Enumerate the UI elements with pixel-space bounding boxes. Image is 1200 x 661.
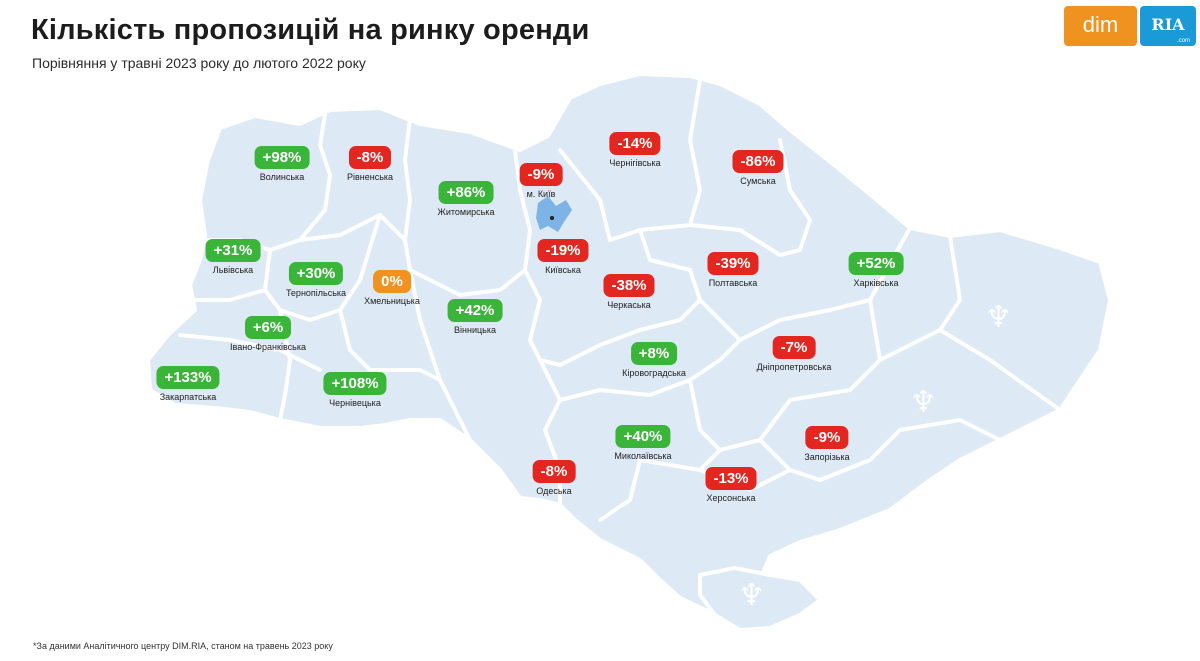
region-value-badge: +8% <box>630 342 678 365</box>
region-name: Чернігівська <box>609 158 661 168</box>
map-region-borders <box>178 78 1062 522</box>
region-lvivska[interactable]: +31% Львівська <box>205 239 261 275</box>
region-value-badge: -19% <box>537 239 589 262</box>
region-name: м. Київ <box>526 189 556 199</box>
region-value-badge: -7% <box>772 336 816 359</box>
map-crimea <box>698 566 822 632</box>
region-name: Вінницька <box>454 325 496 335</box>
region-name: Миколаївська <box>614 451 672 461</box>
ria-logo-domain: .com <box>1176 38 1190 44</box>
page-title: Кількість пропозицій на ринку оренди <box>31 14 590 46</box>
region-name: Рівненська <box>346 172 394 182</box>
region-kyivska[interactable]: -19% Київська <box>537 239 589 275</box>
region-dnipropetrovska[interactable]: -7% Дніпропетровська <box>756 336 832 372</box>
region-zhytomyrska[interactable]: +86% Житомирська <box>437 181 495 217</box>
region-chernihivska[interactable]: -14% Чернігівська <box>609 132 661 168</box>
dim-logo[interactable]: dim <box>1064 6 1137 46</box>
region-value-badge: +108% <box>323 372 387 395</box>
region-value-badge: -9% <box>519 163 563 186</box>
region-value-badge: -14% <box>609 132 661 155</box>
region-name: Закарпатська <box>159 392 217 402</box>
ria-logo-text: RIA <box>1151 15 1185 34</box>
region-name: Херсонська <box>706 493 756 503</box>
region-value-badge: +31% <box>205 239 261 262</box>
region-ivano-frankivska[interactable]: +6% Івано-Франківська <box>230 316 306 352</box>
region-value-badge: -8% <box>532 460 576 483</box>
region-value-badge: -8% <box>348 146 392 169</box>
map-country-outline <box>146 72 1112 622</box>
region-kirovohradska[interactable]: +8% Кіровоградська <box>622 342 686 378</box>
region-value-badge: 0% <box>373 270 411 293</box>
region-name: Дніпропетровська <box>756 362 832 372</box>
region-value-badge: +52% <box>848 252 904 275</box>
region-name: Хмельницька <box>364 296 420 306</box>
region-kyiv-city[interactable]: -9% м. Київ <box>519 163 563 199</box>
region-vinnytska[interactable]: +42% Вінницька <box>447 299 503 335</box>
region-value-badge: -38% <box>603 274 655 297</box>
region-value-badge: +86% <box>438 181 494 204</box>
ria-logo[interactable]: RIA .com <box>1140 6 1196 46</box>
region-rivnenska[interactable]: -8% Рівненська <box>347 146 393 182</box>
region-sumska[interactable]: -86% Сумська <box>732 150 784 186</box>
region-value-badge: +98% <box>254 146 310 169</box>
region-value-badge: -13% <box>705 467 757 490</box>
region-name: Чернівецька <box>329 398 381 408</box>
region-name: Харківська <box>853 278 899 288</box>
region-name: Львівська <box>212 265 254 275</box>
region-chernivetska[interactable]: +108% Чернівецька <box>323 372 387 408</box>
trident-icon: ♆ <box>738 578 765 613</box>
page-subtitle: Порівняння у травні 2023 року до лютого … <box>32 55 366 71</box>
region-value-badge: -86% <box>732 150 784 173</box>
region-kharkivska[interactable]: +52% Харківська <box>848 252 904 288</box>
dim-logo-text: dim <box>1082 12 1119 37</box>
trident-icon: ♆ <box>985 300 1012 335</box>
region-name: Сумська <box>740 176 776 186</box>
footnote: *За даними Аналітичного центру DIM.RIA, … <box>33 641 333 651</box>
region-name: Черкаська <box>607 300 651 310</box>
region-value-badge: +42% <box>447 299 503 322</box>
region-value-badge: +6% <box>244 316 292 339</box>
kyiv-city-shape <box>536 196 572 232</box>
region-poltavska[interactable]: -39% Полтавська <box>707 252 759 288</box>
region-cherkaska[interactable]: -38% Черкаська <box>603 274 655 310</box>
region-name: Івано-Франківська <box>230 342 306 352</box>
region-name: Житомирська <box>437 207 495 217</box>
region-odeska[interactable]: -8% Одеська <box>532 460 576 496</box>
region-value-badge: -9% <box>805 426 849 449</box>
region-zaporizka[interactable]: -9% Запорізька <box>804 426 850 462</box>
region-mykolaivska[interactable]: +40% Миколаївська <box>614 425 672 461</box>
region-value-badge: +133% <box>156 366 220 389</box>
region-khersonska[interactable]: -13% Херсонська <box>705 467 757 503</box>
region-name: Кіровоградська <box>622 368 686 378</box>
region-value-badge: +40% <box>615 425 671 448</box>
region-name: Полтавська <box>708 278 758 288</box>
region-name: Волинська <box>259 172 305 182</box>
region-khmelnytska[interactable]: 0% Хмельницька <box>364 270 420 306</box>
kyiv-city-dot <box>550 216 554 220</box>
region-zakarpatska[interactable]: +133% Закарпатська <box>156 366 220 402</box>
region-value-badge: +30% <box>288 262 344 285</box>
region-name: Тернопільська <box>285 288 347 298</box>
region-name: Одеська <box>536 486 572 496</box>
region-name: Київська <box>545 265 581 275</box>
region-name: Запорізька <box>804 452 850 462</box>
region-volynska[interactable]: +98% Волинська <box>254 146 310 182</box>
region-value-badge: -39% <box>707 252 759 275</box>
trident-icon: ♆ <box>910 385 937 420</box>
region-ternopilska[interactable]: +30% Тернопільська <box>286 262 346 298</box>
